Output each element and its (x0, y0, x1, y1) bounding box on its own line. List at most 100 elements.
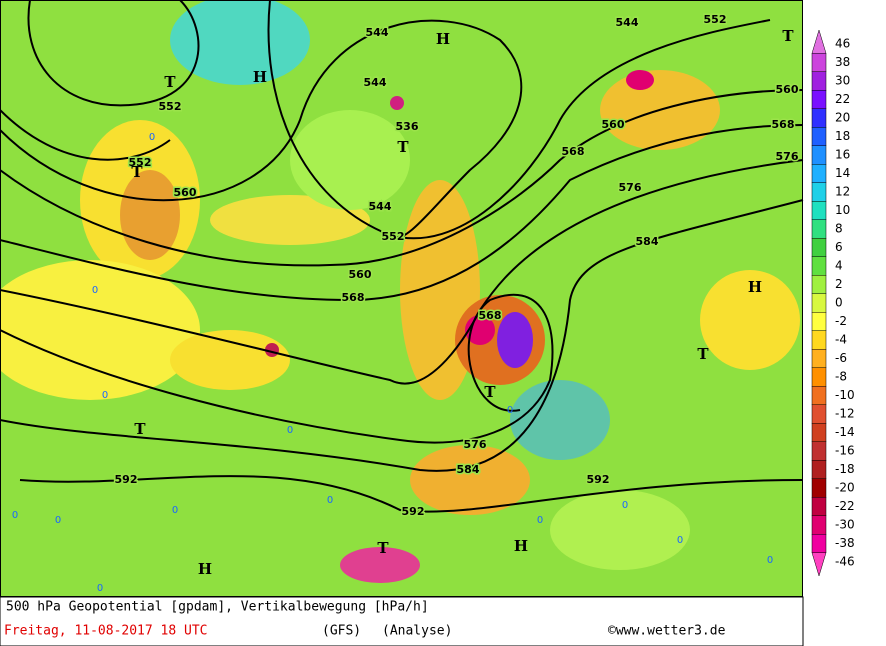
contours (0, 0, 804, 513)
legend-label: -2 (835, 314, 847, 328)
legend-label: -12 (835, 407, 855, 421)
contour-label: 560 (602, 118, 625, 131)
zero-label: 0 (537, 515, 543, 526)
contour-label: 568 (342, 291, 365, 304)
zero-label: 0 (149, 132, 155, 143)
legend-swatch (811, 534, 827, 553)
contour-label: 592 (115, 473, 138, 486)
contour-label: 544 (366, 26, 389, 39)
legend-swatch (811, 478, 827, 498)
zero-label: 0 (55, 515, 61, 526)
contour-label: 576 (776, 150, 799, 163)
zero-label: 0 (622, 500, 628, 511)
legend-swatch (811, 164, 827, 183)
contour-label: 552 (159, 100, 182, 113)
zero-label: 0 (677, 535, 683, 546)
legend-swatch (811, 127, 827, 146)
legend-label: 16 (835, 148, 850, 162)
legend-swatch (811, 552, 827, 577)
legend-label: 8 (835, 222, 843, 236)
footer-model: (GFS) (322, 624, 361, 639)
zero-label: 0 (172, 505, 178, 516)
legend-label: -20 (835, 481, 855, 495)
contour-label: 560 (174, 186, 197, 199)
contour-label: 568 (772, 118, 795, 131)
contour-label: 560 (776, 83, 799, 96)
footer-credit: ©www.wetter3.de (608, 624, 726, 639)
pressure-center: T (377, 539, 389, 557)
contour-label: 568 (479, 309, 502, 322)
contour-label: 552 (129, 156, 152, 169)
pressure-center: T (397, 138, 409, 156)
legend-swatch (811, 441, 827, 461)
legend-swatch (811, 90, 827, 109)
legend-swatch (811, 460, 827, 479)
contour-label: 544 (364, 76, 387, 89)
footer-run: (Analyse) (382, 624, 452, 639)
contour-label: 584 (636, 235, 659, 248)
footer-date: Freitag, 11-08-2017 18 UTC (4, 624, 208, 639)
legend-swatch (811, 367, 827, 387)
contour-label: 592 (402, 505, 425, 518)
contour-label: 552 (704, 13, 727, 26)
legend-label: 20 (835, 111, 850, 125)
legend-label: 38 (835, 55, 850, 69)
legend-label: -38 (835, 536, 855, 550)
pressure-center: T (697, 345, 709, 363)
footer-title: 500 hPa Geopotential [gpdam], Vertikalbe… (6, 600, 429, 615)
pressure-center: T (131, 163, 143, 181)
contour-label: 536 (396, 120, 419, 133)
legend-swatch (811, 71, 827, 91)
zero-label: 0 (97, 583, 103, 594)
pressure-center: T (164, 73, 176, 91)
legend-label: 10 (835, 203, 850, 217)
zero-label: 0 (327, 495, 333, 506)
legend-label: 4 (835, 259, 843, 273)
contour-label: 568 (562, 145, 585, 158)
legend-swatch (811, 145, 827, 165)
legend-swatch (811, 108, 827, 128)
legend-label: 12 (835, 185, 850, 199)
zero-label: 0 (287, 425, 293, 436)
legend-swatch (811, 386, 827, 405)
pressure-center: T (782, 27, 794, 45)
pressure-center: T (484, 383, 496, 401)
legend-label: -6 (835, 351, 847, 365)
legend-label: -18 (835, 462, 855, 476)
legend-swatch (811, 201, 827, 220)
legend-swatch (811, 53, 827, 72)
legend-swatch (811, 330, 827, 350)
legend-swatch (811, 312, 827, 331)
border (0, 0, 804, 646)
contour-label: 592 (587, 473, 610, 486)
contour-label: 576 (619, 181, 642, 194)
legend-label: -16 (835, 444, 855, 458)
legend-swatch (811, 404, 827, 424)
contour-label: 584 (457, 463, 480, 476)
legend-swatch (811, 182, 827, 202)
legend-label: -30 (835, 518, 855, 532)
contour-label: 552 (382, 230, 405, 243)
pressure-center: H (748, 278, 762, 296)
legend-label: 18 (835, 129, 850, 143)
pressure-center: H (253, 68, 267, 86)
contour-label: 544 (616, 16, 639, 29)
legend-swatch (811, 349, 827, 368)
pressure-center: H (514, 537, 528, 555)
zero-label: 0 (767, 555, 773, 566)
zero-label: 0 (507, 405, 513, 416)
legend: 4638302220181614121086420-2-4-6-8-10-12-… (811, 29, 855, 577)
legend-swatch (811, 423, 827, 442)
legend-label: -22 (835, 499, 855, 513)
legend-label: -10 (835, 388, 855, 402)
zero-label: 0 (12, 510, 18, 521)
legend-label: 22 (835, 92, 850, 106)
zero-label: 0 (92, 285, 98, 296)
legend-swatch (811, 497, 827, 516)
legend-label: 6 (835, 240, 843, 254)
pressure-center: H (436, 30, 450, 48)
legend-swatch (811, 256, 827, 276)
contour-label: 576 (464, 438, 487, 451)
legend-swatch (811, 238, 827, 257)
